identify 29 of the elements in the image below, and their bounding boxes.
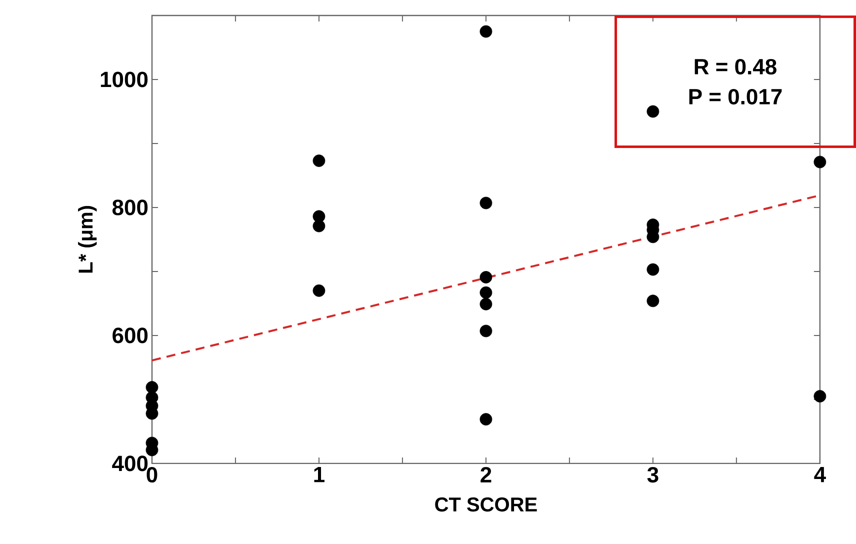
- point: [480, 25, 492, 38]
- y-tick-label: 600: [112, 328, 148, 344]
- x-tick-label: 3: [647, 467, 658, 483]
- x-tick-label: 0: [146, 467, 158, 483]
- point: [480, 298, 492, 310]
- annotation: P = 0.017: [689, 88, 782, 105]
- point: [312, 220, 326, 232]
- x-tick-label: 4: [814, 466, 826, 482]
- point: [646, 294, 660, 308]
- point: [480, 413, 492, 426]
- point: [814, 390, 826, 402]
- y-tick-label: 800: [112, 200, 148, 216]
- point: [480, 271, 492, 284]
- point: [480, 324, 492, 338]
- y-tick-label: 1000: [100, 72, 148, 88]
- x-axis-title: CT SCORE: [435, 497, 537, 512]
- point: [312, 284, 326, 297]
- point: [646, 105, 660, 118]
- point: [312, 154, 326, 167]
- annotation: R = 0.48: [694, 58, 776, 75]
- y-tick-label: 400: [112, 456, 148, 472]
- x-tick-label: 1: [314, 466, 324, 482]
- y-axis-title: L* (μm): [78, 206, 97, 273]
- point: [480, 286, 492, 299]
- point: [146, 381, 158, 394]
- point: [646, 263, 660, 276]
- point: [480, 196, 492, 210]
- x-tick-label: 2: [480, 467, 492, 482]
- point: [814, 156, 826, 168]
